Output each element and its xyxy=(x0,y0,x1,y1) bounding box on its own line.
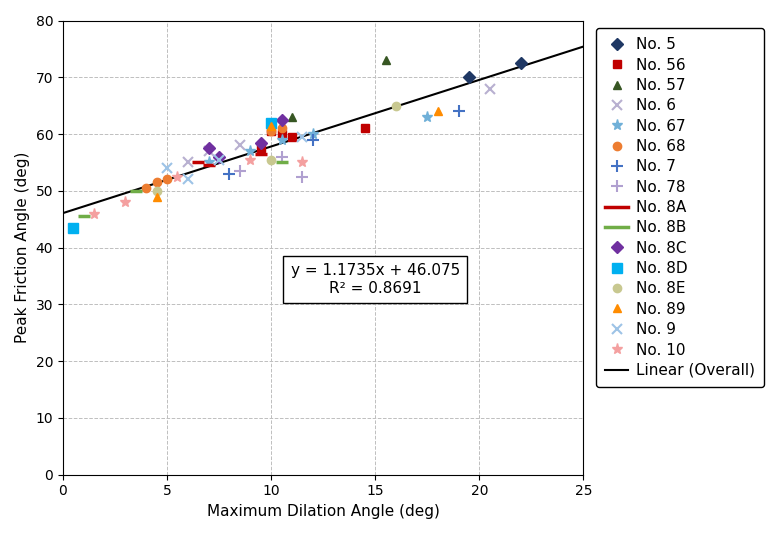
No. 8A xyxy=(256,151,265,157)
Line: No. 89: No. 89 xyxy=(152,107,441,201)
Line: No. 68: No. 68 xyxy=(142,124,285,192)
No. 10 xyxy=(121,199,130,206)
Legend: No. 5, No. 56, No. 57, No. 6, No. 67, No. 68, No. 7, No. 78, No. 8A, No. 8B, No.: No. 5, No. 56, No. 57, No. 6, No. 67, No… xyxy=(596,28,764,387)
No. 8C xyxy=(277,116,286,123)
No. 10 xyxy=(298,159,307,166)
No. 6 xyxy=(236,142,245,148)
Y-axis label: Peak Friction Angle (deg): Peak Friction Angle (deg) xyxy=(15,152,30,343)
No. 8C xyxy=(204,145,213,152)
No. 56 xyxy=(360,125,370,131)
Line: No. 67: No. 67 xyxy=(203,112,433,168)
No. 67 xyxy=(423,114,432,120)
No. 7 xyxy=(308,137,317,143)
No. 67 xyxy=(246,148,255,154)
No. 68 xyxy=(141,185,151,191)
No. 8E xyxy=(267,156,276,163)
No. 68 xyxy=(162,176,172,183)
No. 89 xyxy=(267,122,276,129)
No. 8B xyxy=(131,187,140,194)
Text: y = 1.1735x + 46.075
R² = 0.8691: y = 1.1735x + 46.075 R² = 0.8691 xyxy=(291,263,460,296)
Line: No. 56: No. 56 xyxy=(257,124,369,152)
No. 8A xyxy=(204,162,213,169)
No. 10 xyxy=(246,156,255,163)
No. 78 xyxy=(277,154,286,160)
No. 5 xyxy=(464,74,473,81)
Line: No. 8D: No. 8D xyxy=(69,118,276,233)
No. 89 xyxy=(152,193,161,200)
No. 8C xyxy=(256,139,265,146)
No. 9 xyxy=(298,134,307,140)
No. 8C xyxy=(215,154,224,160)
No. 9 xyxy=(162,165,172,171)
Line: No. 8E: No. 8E xyxy=(152,101,400,195)
No. 10 xyxy=(172,174,182,180)
No. 56 xyxy=(256,145,265,152)
Line: No. 78: No. 78 xyxy=(234,151,308,182)
No. 6 xyxy=(485,85,495,92)
No. 8A xyxy=(193,159,203,166)
No. 7 xyxy=(454,108,463,115)
No. 8E xyxy=(392,103,401,109)
No. 67 xyxy=(308,131,317,137)
No. 7 xyxy=(225,170,234,177)
No. 67 xyxy=(204,159,213,166)
No. 57 xyxy=(267,120,276,126)
No. 78 xyxy=(236,168,245,174)
No. 56 xyxy=(287,134,296,140)
No. 8B xyxy=(79,213,88,219)
No. 8B xyxy=(277,159,286,166)
No. 68 xyxy=(152,179,161,185)
Line: No. 8C: No. 8C xyxy=(204,116,285,161)
Line: No. 5: No. 5 xyxy=(465,59,525,82)
No. 8D xyxy=(69,224,78,231)
No. 8E xyxy=(152,187,161,194)
No. 5 xyxy=(516,60,526,66)
Line: No. 57: No. 57 xyxy=(267,56,390,127)
Line: No. 9: No. 9 xyxy=(162,132,307,184)
No. 68 xyxy=(267,128,276,135)
No. 10 xyxy=(90,210,99,217)
No. 6 xyxy=(204,148,213,154)
No. 9 xyxy=(183,176,193,183)
No. 8D xyxy=(267,120,276,126)
No. 68 xyxy=(277,125,286,131)
Line: No. 8A: No. 8A xyxy=(192,148,267,171)
Line: No. 6: No. 6 xyxy=(183,84,495,167)
No. 57 xyxy=(381,57,390,64)
No. 78 xyxy=(298,174,307,180)
Line: No. 8B: No. 8B xyxy=(77,156,288,223)
X-axis label: Maximum Dilation Angle (deg): Maximum Dilation Angle (deg) xyxy=(207,504,440,519)
No. 57 xyxy=(287,114,296,120)
Line: No. 7: No. 7 xyxy=(224,106,464,179)
No. 56 xyxy=(267,128,276,135)
No. 9 xyxy=(215,156,224,163)
Line: No. 10: No. 10 xyxy=(89,154,308,219)
No. 6 xyxy=(183,159,193,166)
No. 56 xyxy=(277,131,286,137)
No. 89 xyxy=(433,108,442,115)
No. 67 xyxy=(277,137,286,143)
